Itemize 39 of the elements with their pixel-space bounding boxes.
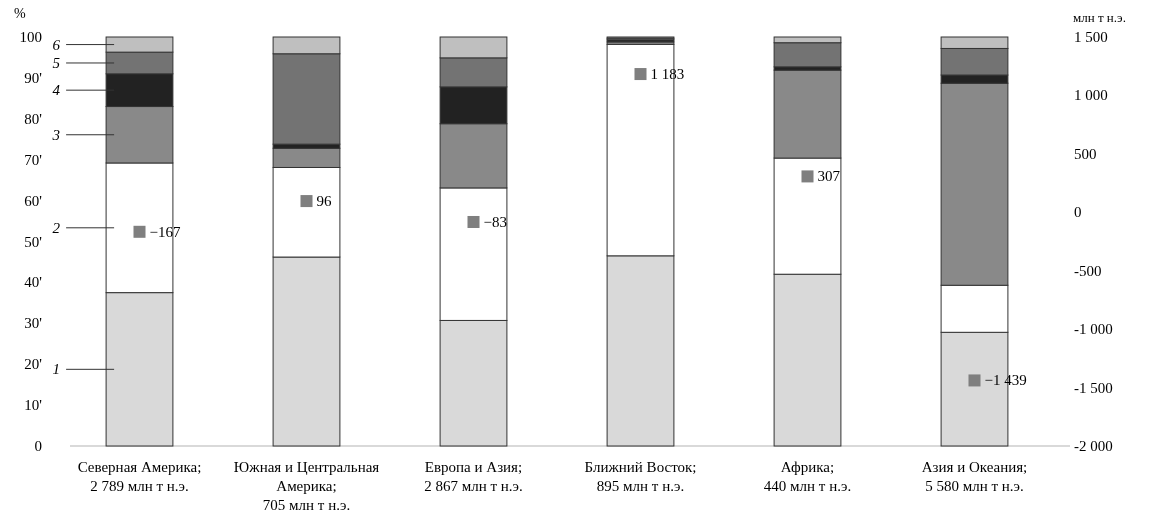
legend-label: 4: [52, 82, 61, 99]
x-tick-label: Европа и Азия; 2 867 млн т н.э.: [424, 459, 523, 494]
y2-tick-label: -500: [1074, 262, 1102, 279]
y-tick-label: 70': [24, 151, 43, 168]
data-label: 96: [316, 193, 332, 210]
legend-label: 6: [52, 36, 61, 53]
y2-tick-label: 1 500: [1074, 29, 1108, 45]
legend-label: 3: [51, 126, 61, 143]
y-tick-label: 50': [24, 233, 43, 250]
legend-label: 2: [52, 219, 61, 236]
y2-tick-label: -2 000: [1074, 438, 1113, 454]
data-label: −167: [149, 223, 181, 240]
y-axis-title: %: [14, 6, 26, 21]
y-tick-label: 100: [19, 29, 42, 45]
y2-tick-label: 1 000: [1074, 87, 1108, 104]
x-tick-label: Ближний Восток; 895 млн т н.э.: [584, 459, 697, 494]
y-tick-label: 20': [24, 356, 43, 373]
x-tick-label: Южная и Центральная Америка; 705 млн т н.э.: [233, 459, 380, 513]
legend-label: 5: [52, 54, 61, 71]
y-tick-label: 10': [24, 397, 43, 414]
y-tick-label: 80': [24, 110, 43, 127]
y-tick-label: 30': [24, 315, 43, 332]
y-tick-label: 90': [24, 69, 43, 86]
x-tick-label: Африка; 440 млн т н.э.: [763, 459, 852, 494]
y2-tick-label: 500: [1074, 145, 1097, 162]
y2-tick-label: -1 500: [1074, 379, 1113, 396]
data-label: −83: [483, 213, 507, 230]
y2-tick-label: 0: [1074, 204, 1082, 221]
data-label: 307: [817, 168, 841, 185]
y2-tick-label: -1 000: [1074, 321, 1113, 338]
data-label: 1 183: [650, 66, 685, 83]
x-tick-label: Северная Америка; 2 789 млн т н.э.: [77, 459, 202, 494]
x-tick-label: Азия и Океания; 5 580 млн т н.э.: [921, 459, 1028, 494]
y-tick-label: 0: [34, 438, 42, 454]
legend-label: 1: [52, 361, 61, 378]
data-label: −1 439: [984, 372, 1027, 389]
y-tick-label: 60': [24, 192, 43, 209]
y-tick-label: 40': [24, 274, 43, 291]
y2-axis-title: млн т н.э.: [1073, 10, 1126, 25]
